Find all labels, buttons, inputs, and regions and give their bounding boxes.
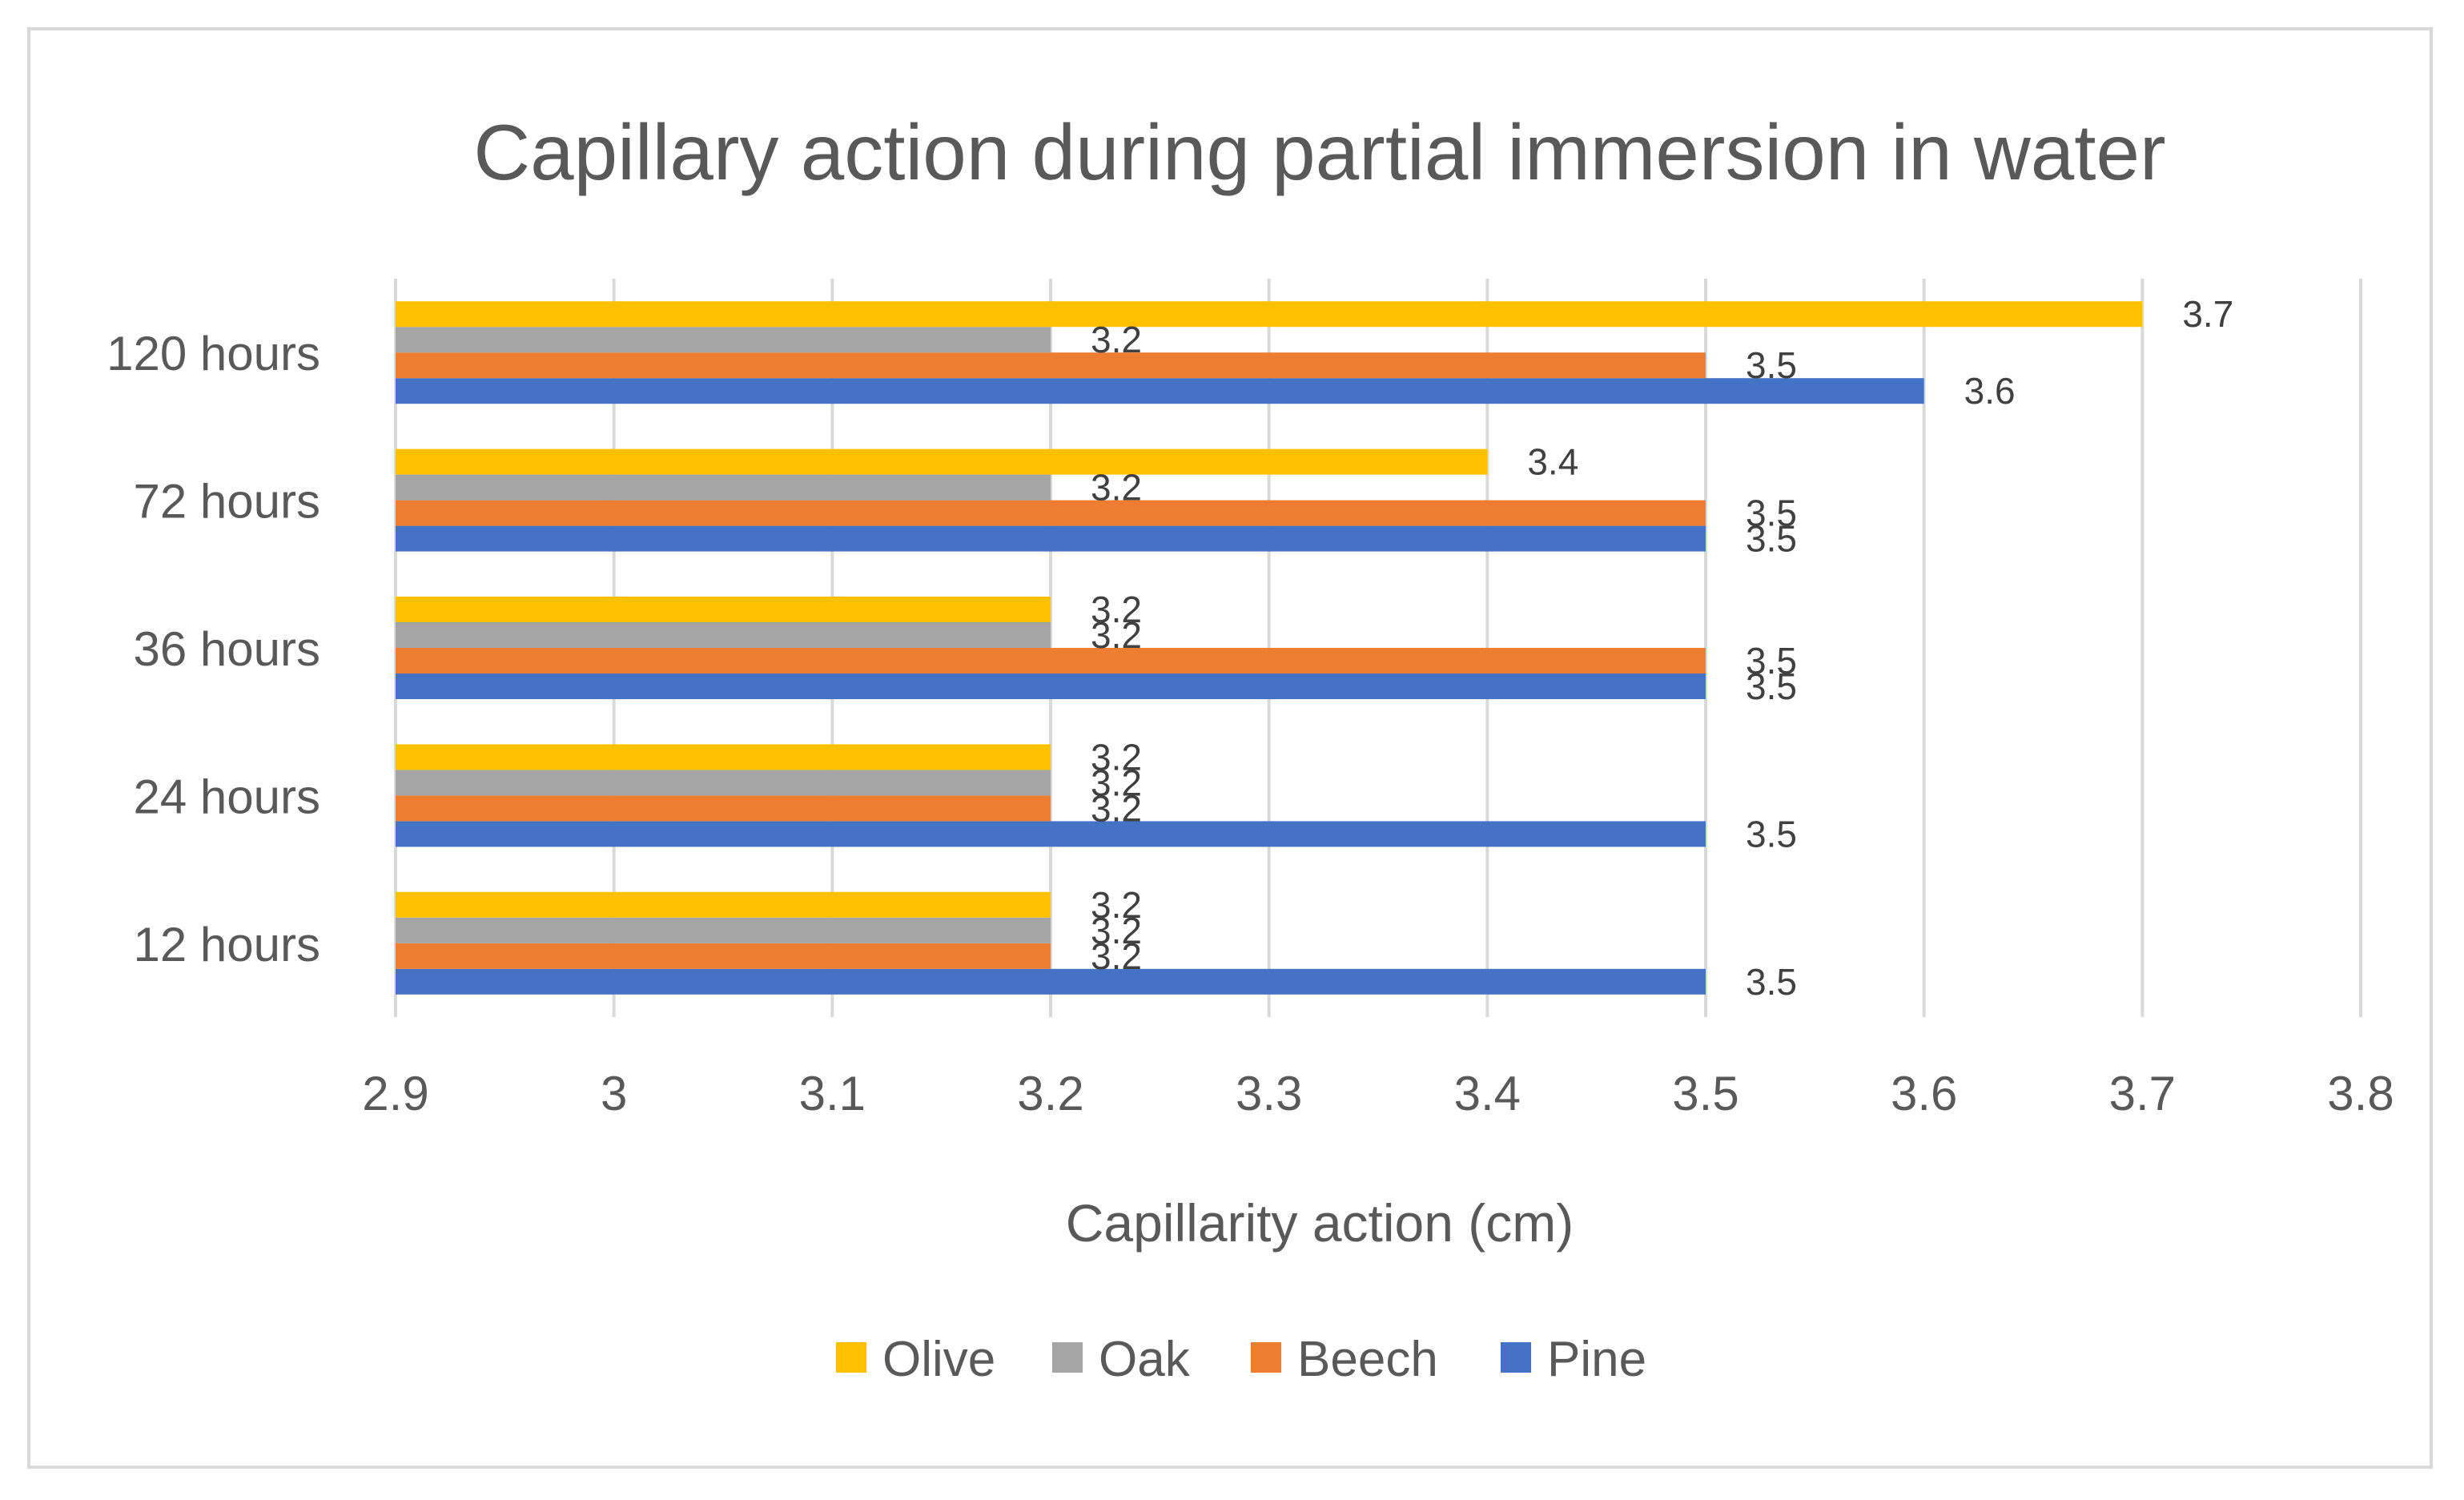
chart-title: Capillary action during partial immersio…: [473, 108, 2165, 196]
data-label: 3.7: [2182, 293, 2233, 335]
bar-oak: [396, 917, 1051, 943]
data-label: 3.2: [1091, 736, 1142, 778]
legend-swatch-oak: [1052, 1342, 1083, 1373]
data-label: 3.2: [1091, 467, 1142, 509]
x-tick-label: 3.3: [1236, 1067, 1302, 1120]
bar-oak: [396, 770, 1051, 796]
data-label: 3.2: [1091, 614, 1142, 656]
x-tick-label: 3.4: [1454, 1067, 1521, 1120]
bar-oak: [396, 327, 1051, 353]
data-label: 3.2: [1091, 910, 1142, 951]
data-label: 3.5: [1746, 640, 1797, 682]
data-label: 3.5: [1746, 813, 1797, 855]
data-label: 3.2: [1091, 319, 1142, 360]
y-category-label: 120 hours: [107, 327, 320, 380]
x-axis-ticks: 2.9 3 3.1 3.2 3.3 3.4 3.5 3.6 3.7 3.8: [362, 1067, 2394, 1120]
y-category-label: 72 hours: [134, 475, 321, 529]
legend-label-beech: Beech: [1297, 1332, 1438, 1387]
bar-pine: [396, 821, 1706, 847]
x-tick-label: 3.6: [1891, 1067, 1957, 1120]
chart-frame: Capillary action during partial immersio…: [27, 27, 2433, 1469]
bars: [396, 301, 2143, 995]
x-tick-label: 3.2: [1017, 1067, 1083, 1120]
bar-pine: [396, 525, 1706, 552]
data-label: 3.5: [1746, 666, 1797, 707]
legend-swatch-pine: [1501, 1342, 1531, 1373]
bar-pine: [396, 674, 1706, 699]
data-label: 3.4: [1527, 441, 1578, 483]
bar-olive: [396, 597, 1051, 622]
x-tick-label: 3.7: [2109, 1067, 2176, 1120]
data-label: 3.2: [1091, 762, 1142, 803]
chart-svg: Capillary action during partial immersio…: [107, 108, 2394, 1387]
data-labels: 3.53.23.23.23.53.23.23.23.53.53.23.23.53…: [1091, 293, 2233, 1003]
bar-olive: [396, 448, 1488, 475]
bar-beech: [396, 500, 1706, 526]
bar-pine: [396, 968, 1706, 995]
x-tick-label: 2.9: [362, 1067, 428, 1120]
bar-olive: [396, 891, 1051, 918]
legend-label-oak: Oak: [1099, 1332, 1191, 1387]
x-tick-label: 3.1: [799, 1067, 866, 1120]
bar-pine: [396, 378, 1924, 404]
x-tick-label: 3.8: [2327, 1067, 2394, 1120]
bar-beech: [396, 795, 1051, 822]
y-category-label: 12 hours: [134, 918, 321, 971]
x-tick-label: 3: [601, 1067, 627, 1120]
y-category-label: 36 hours: [134, 622, 321, 676]
bar-olive: [396, 744, 1051, 770]
data-label: 3.2: [1091, 589, 1142, 630]
data-label: 3.5: [1746, 961, 1797, 1003]
legend-label-pine: Pine: [1547, 1332, 1646, 1387]
bar-beech: [396, 943, 1051, 969]
legend-label-olive: Olive: [882, 1332, 995, 1387]
bar-beech: [396, 352, 1706, 379]
bar-oak: [396, 622, 1051, 648]
bar-olive: [396, 301, 2143, 328]
data-label: 3.6: [1964, 370, 2016, 412]
data-label: 3.5: [1746, 493, 1797, 534]
y-axis-categories: 12 hours 24 hours 36 hours 72 hours 120 hour…: [107, 327, 320, 971]
data-label: 3.2: [1091, 787, 1142, 829]
legend-swatch-beech: [1251, 1342, 1281, 1373]
bar-oak: [396, 474, 1051, 501]
data-label: 3.2: [1091, 935, 1142, 977]
data-label: 3.5: [1746, 518, 1797, 560]
data-label: 3.5: [1746, 344, 1797, 386]
legend-swatch-olive: [836, 1342, 866, 1373]
bar-beech: [396, 648, 1706, 674]
x-axis-title: Capillarity action (cm): [1066, 1193, 1574, 1253]
data-label: 3.2: [1091, 884, 1142, 926]
legend: Olive Oak Beech Pine: [836, 1332, 1646, 1387]
x-tick-label: 3.5: [1672, 1067, 1738, 1120]
y-category-label: 24 hours: [134, 770, 321, 823]
